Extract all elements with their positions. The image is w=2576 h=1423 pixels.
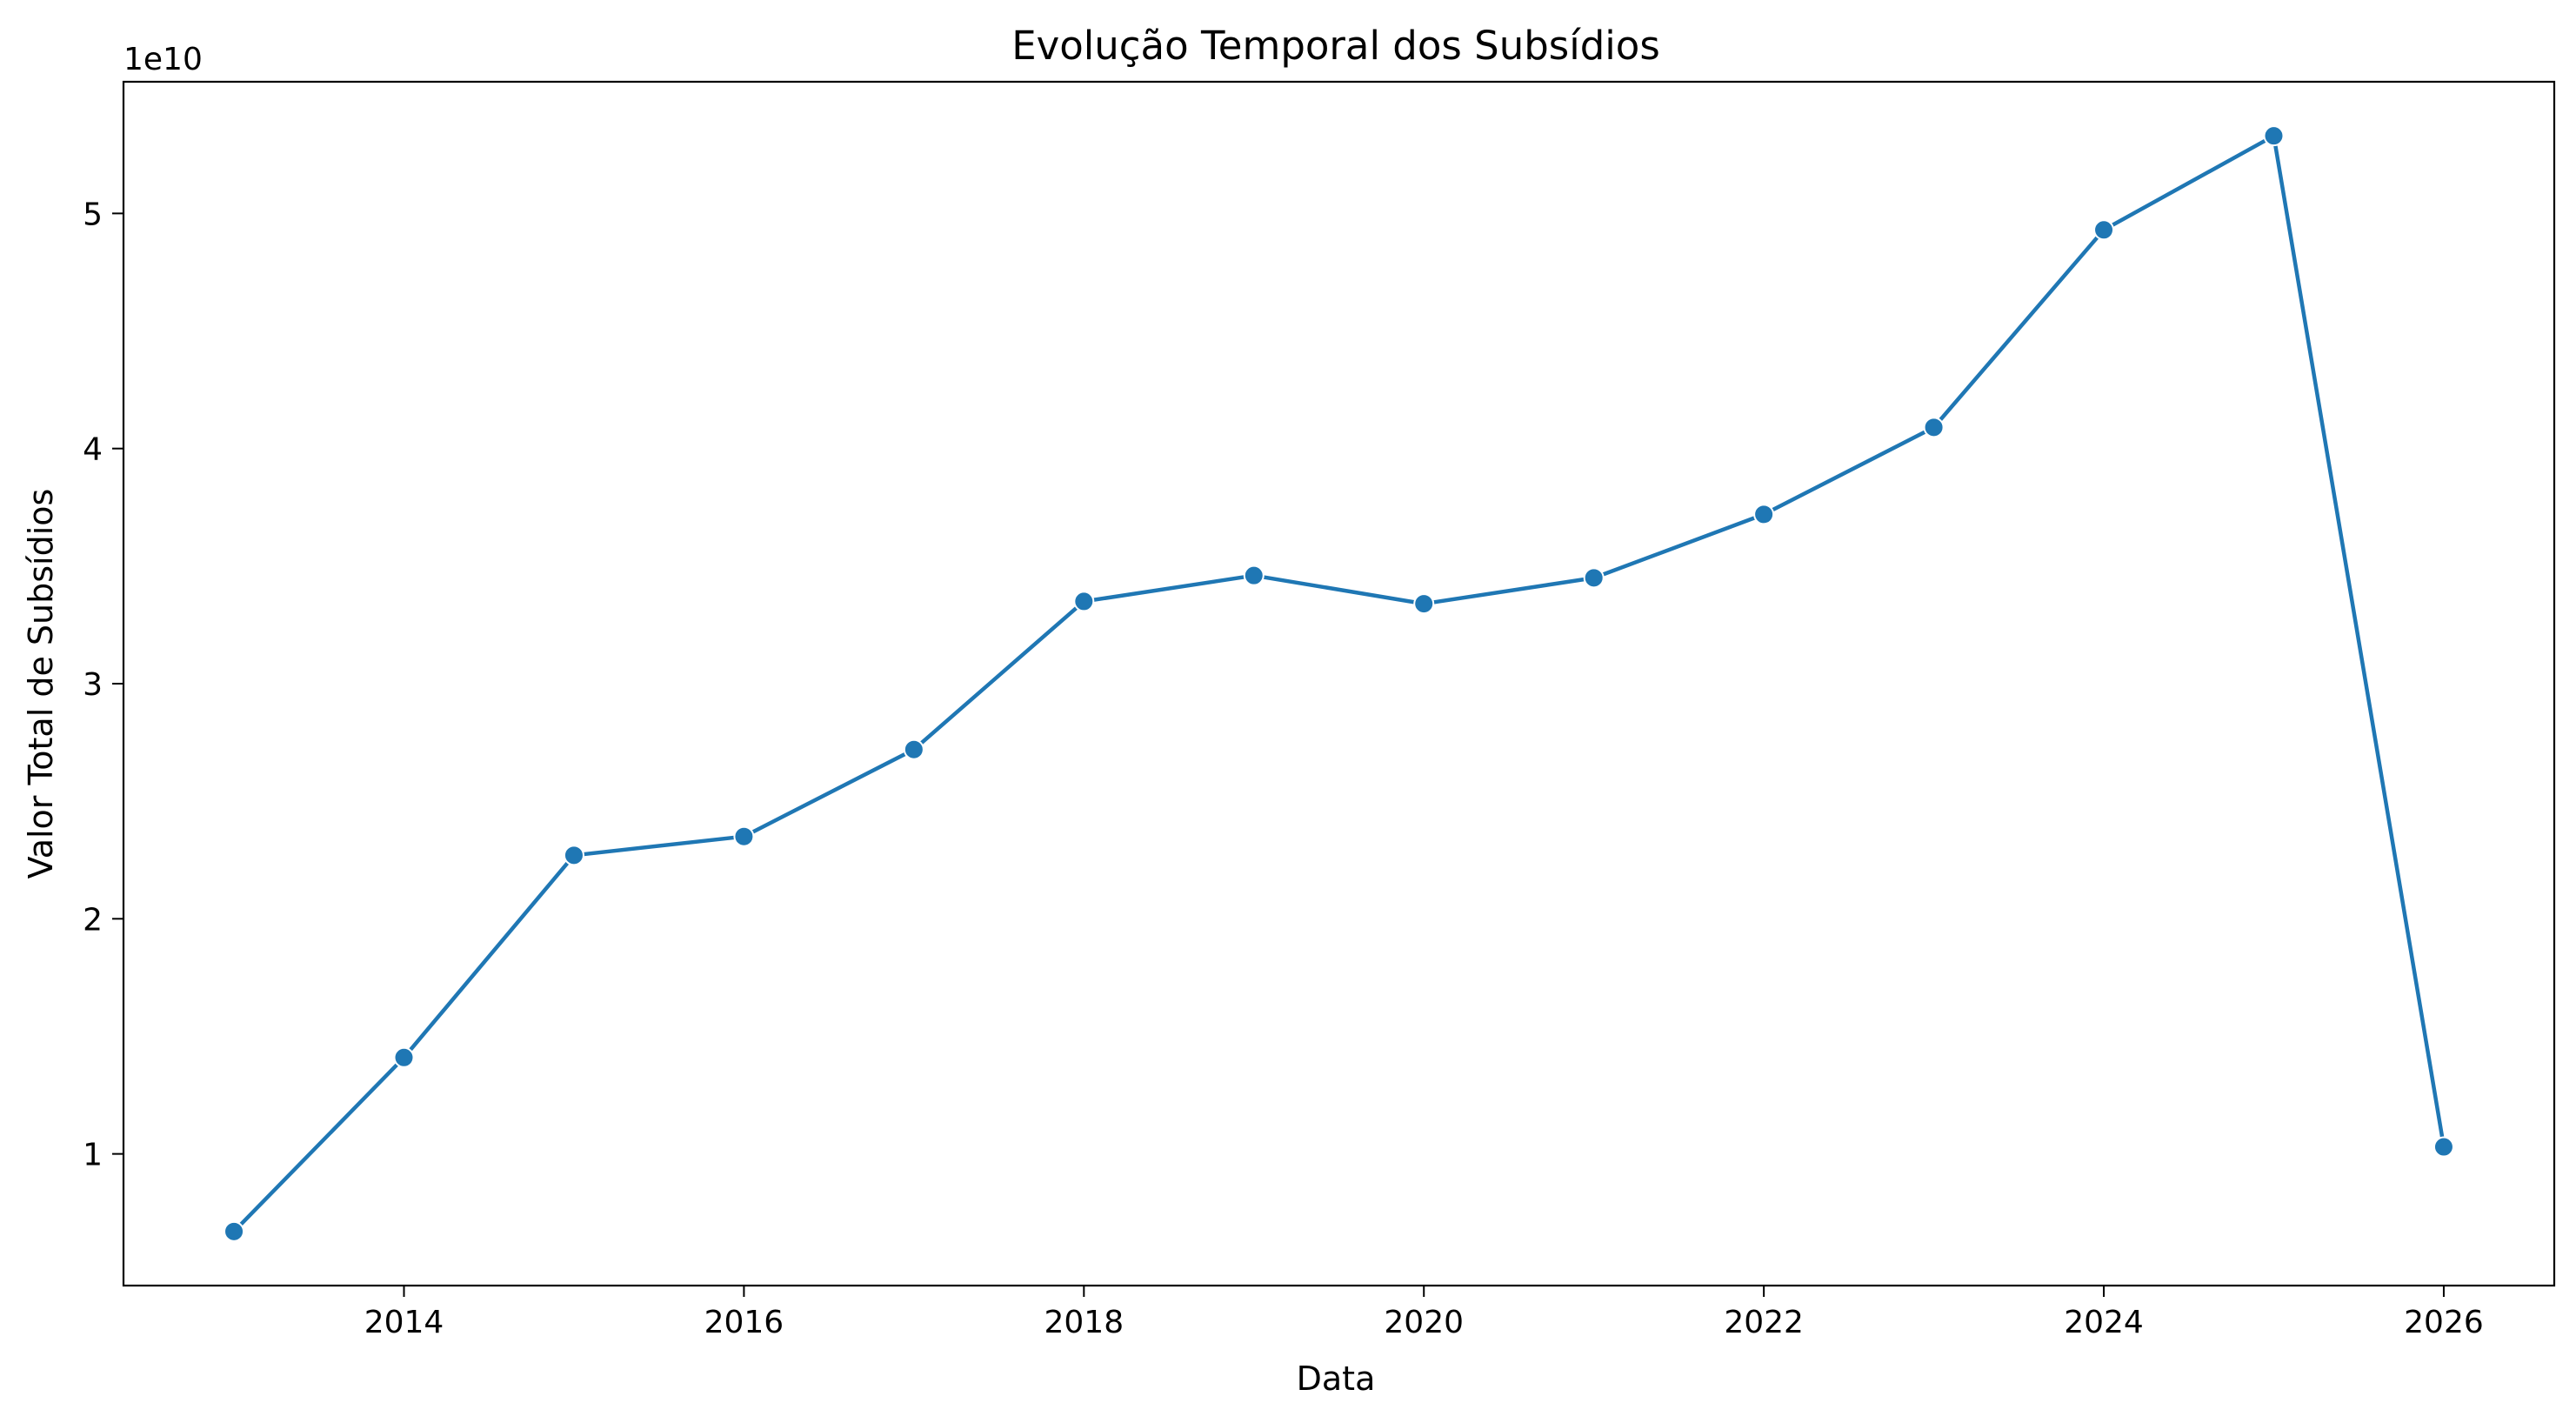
- data-point: [1413, 593, 1435, 615]
- y-tick-label: 2: [83, 902, 103, 938]
- x-tick-label: 2016: [704, 1305, 784, 1340]
- data-point: [1753, 504, 1775, 525]
- y-tick-label: 3: [83, 667, 103, 703]
- data-point: [2433, 1136, 2454, 1158]
- x-tick-label: 2024: [2064, 1305, 2144, 1340]
- x-tick-label: 2014: [364, 1305, 444, 1340]
- series-line: [230, 133, 2446, 1234]
- x-tick-label: 2018: [1044, 1305, 1124, 1340]
- marker-layer: [224, 125, 2454, 1242]
- y-tick-label: 1: [83, 1138, 103, 1173]
- data-point: [2093, 219, 2115, 241]
- x-tick-label: 2026: [2404, 1305, 2484, 1340]
- x-axis: 2014 2016 2018 2020 2022 2024 2026: [364, 1286, 2484, 1340]
- data-point: [563, 845, 584, 866]
- data-point: [224, 1220, 245, 1242]
- y-axis-offset-label: 1e10: [123, 42, 203, 77]
- x-tick-label: 2020: [1384, 1305, 1464, 1340]
- data-point: [393, 1046, 415, 1068]
- data-point: [903, 738, 924, 760]
- data-point: [1073, 591, 1095, 612]
- y-tick-label: 4: [83, 432, 103, 468]
- y-tick-label: 5: [83, 197, 103, 232]
- data-point: [1923, 417, 1945, 438]
- data-point: [1583, 567, 1605, 589]
- y-axis: 1 2 3 4 5: [83, 197, 123, 1173]
- plot-area: [122, 80, 2556, 1287]
- y-axis-label: Valor Total de Subsídios: [22, 489, 60, 879]
- data-point: [1243, 565, 1265, 586]
- series-layer: [230, 133, 2446, 1234]
- data-point: [2263, 125, 2285, 147]
- x-tick-label: 2022: [1724, 1305, 1804, 1340]
- chart-title: Evolução Temporal dos Subsídios: [1011, 23, 1660, 69]
- x-axis-label: Data: [1297, 1360, 1376, 1398]
- data-point: [733, 825, 755, 847]
